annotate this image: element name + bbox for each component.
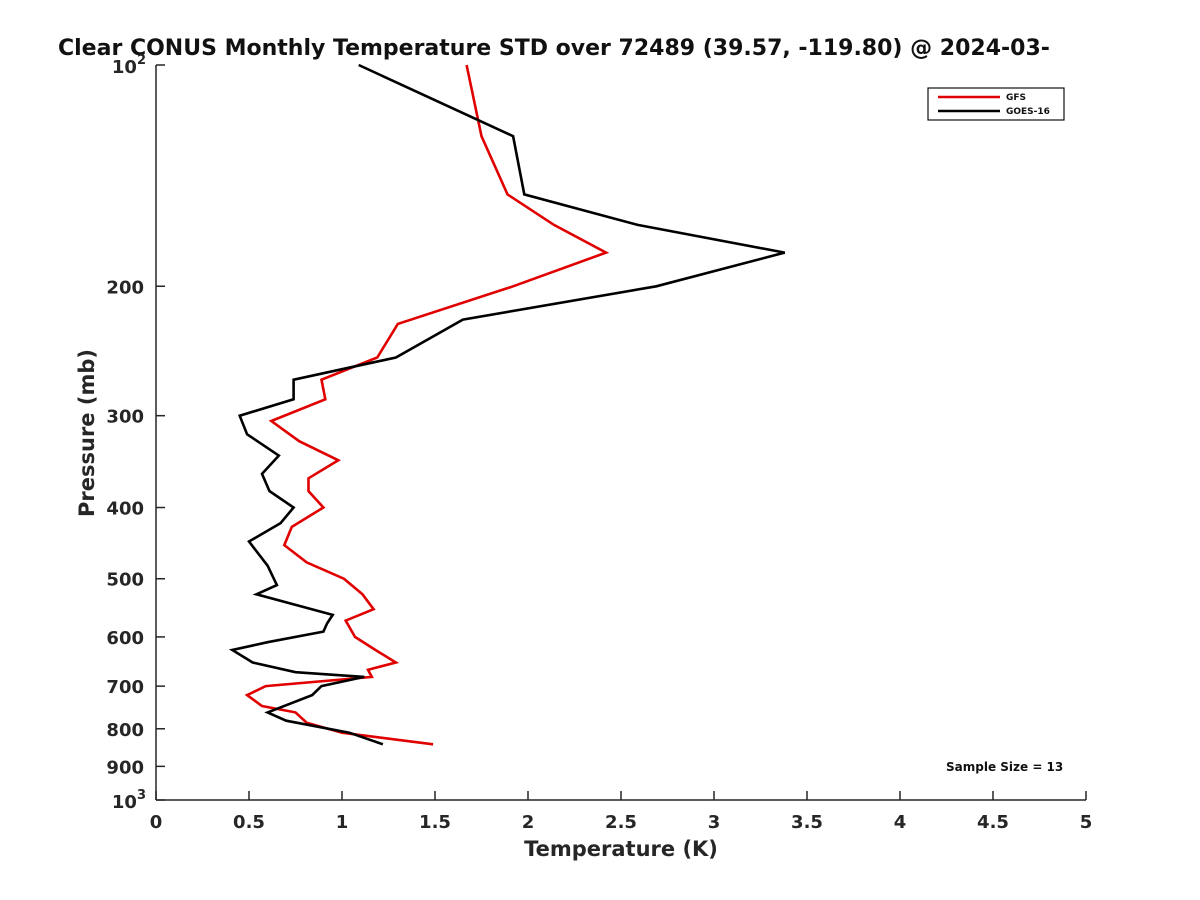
legend-label-goes16: GOES-16 <box>1006 107 1050 117</box>
x-tick-label: 1.5 <box>419 812 451 833</box>
y-tick-label: 300 <box>106 407 144 428</box>
y-tick-label: 200 <box>106 277 144 298</box>
x-tick-label: 0 <box>150 812 163 833</box>
y-tick-base: 10 <box>112 792 137 813</box>
series-layer <box>228 63 786 746</box>
x-tick-label: 0.5 <box>233 812 265 833</box>
series-line-goes-16 <box>228 63 786 746</box>
x-ticks: 0 0.5 1 1.5 2 2.5 3 3.5 4 4.5 5 <box>150 791 1093 833</box>
y-tick-label: 900 <box>106 757 144 778</box>
x-tick-label: 1 <box>336 812 349 833</box>
sample-size-annotation: Sample Size = 13 <box>946 760 1063 774</box>
y-tick-label: 500 <box>106 570 144 591</box>
y-tick-label: 700 <box>106 677 144 698</box>
x-tick-label: 4 <box>894 812 907 833</box>
legend: GFS GOES-16 <box>927 87 1065 121</box>
y-tick-label: 103 <box>112 788 146 813</box>
x-tick-label: 4.5 <box>977 812 1009 833</box>
x-tick-label: 3 <box>708 812 721 833</box>
y-tick-label: 102 <box>112 53 146 78</box>
y-tick-label: 800 <box>106 720 144 741</box>
y-tick-exponent: 2 <box>137 53 146 68</box>
legend-label-gfs: GFS <box>1006 93 1026 103</box>
y-tick-label: 400 <box>106 499 144 520</box>
x-tick-label: 2 <box>522 812 535 833</box>
legend-box <box>927 87 1065 121</box>
y-tick-label: 600 <box>106 628 144 649</box>
series-line-gfs <box>244 64 610 746</box>
chart-title: Clear CONUS Monthly Temperature STD over… <box>58 36 1050 61</box>
y-tick-exponent: 3 <box>137 788 146 803</box>
y-tick-base: 10 <box>112 57 137 78</box>
x-tick-label: 3.5 <box>791 812 823 833</box>
x-axis-label: Temperature (K) <box>524 837 718 861</box>
x-tick-label: 5 <box>1080 812 1093 833</box>
y-axis-label: Pressure (mb) <box>75 349 99 517</box>
x-tick-label: 2.5 <box>605 812 637 833</box>
